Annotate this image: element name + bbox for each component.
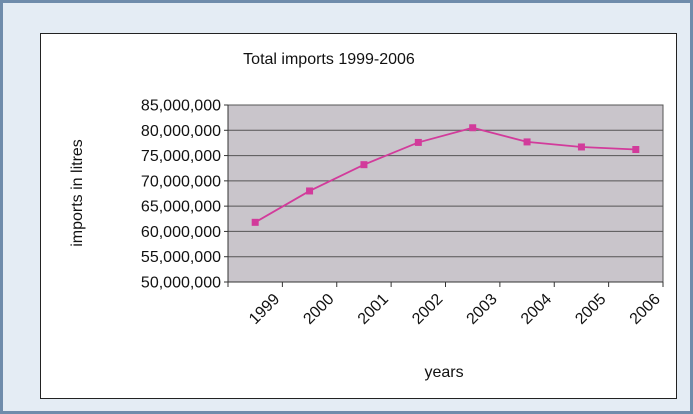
y-tick-label: 80,000,000 [141,123,221,140]
data-point-marker [469,124,477,132]
series-line [254,126,636,224]
data-point-marker [306,187,314,195]
y-tick-label: 85,000,000 [141,98,221,115]
plot-area [227,104,664,283]
data-point-marker [414,138,422,146]
x-tick-label: 2001 [355,291,392,328]
x-tick-label: 2002 [409,291,446,328]
series-imports [251,124,640,226]
x-tick-label: 2005 [572,291,609,328]
y-tick-label: 55,000,000 [141,249,221,266]
data-point-marker [360,161,368,169]
y-tick-label: 60,000,000 [141,224,221,241]
data-point-marker [523,138,531,146]
y-axis-ticks: 50,000,000 55,000,000 60,000,000 65,000,000… [141,98,228,292]
y-tick-label: 75,000,000 [141,148,221,165]
data-point-marker [632,146,640,154]
x-tick-label: 2006 [627,291,664,328]
line-chart: Total imports 1999-2006 50,000,000 55,000… [69,51,664,381]
x-tick-label: 2000 [300,291,337,328]
x-tick-label: 2003 [464,291,501,328]
data-point-marker [577,143,585,151]
data-point-marker [251,218,259,226]
y-axis-label: imports in litres [69,139,86,247]
gridlines [228,104,663,258]
chart-title: Total imports 1999-2006 [243,51,415,68]
y-tick-label: 70,000,000 [141,173,221,190]
y-tick-label: 65,000,000 [141,199,221,216]
x-axis-ticks: 1999 2000 2001 2002 2003 2004 2005 2006 [227,282,664,328]
x-tick-label: 2004 [518,291,555,328]
x-tick-label: 1999 [246,291,283,328]
chart-container: Total imports 1999-2006 50,000,000 55,000… [40,33,677,399]
x-axis-label: years [424,364,463,381]
y-tick-label: 50,000,000 [141,275,221,292]
